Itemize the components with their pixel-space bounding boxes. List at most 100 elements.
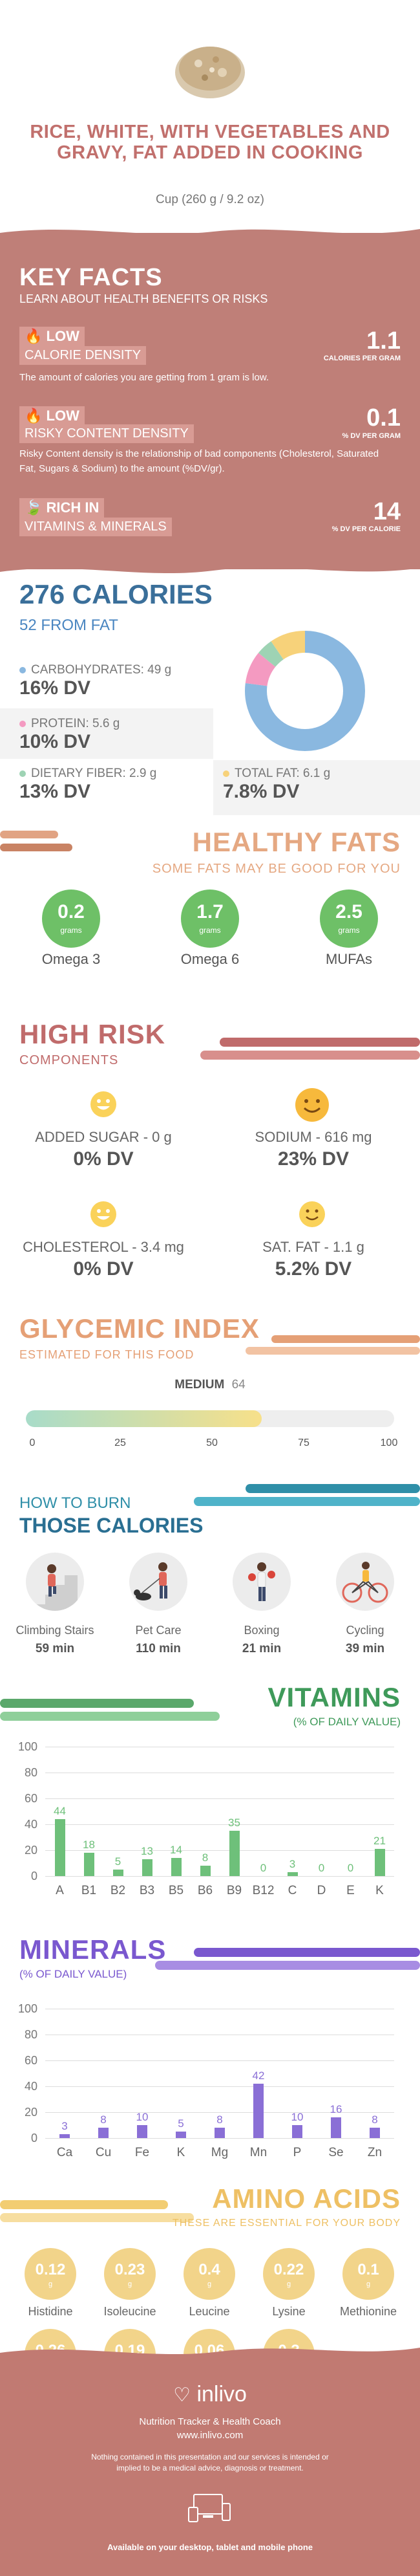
vitamin-category-e: E <box>346 1884 355 1897</box>
amino-bubble-lysine: 0.22 g <box>263 2248 315 2300</box>
vitamins-subtitle: (% OF DAILY VALUE) <box>293 1716 401 1728</box>
vitamins-decor-left <box>0 1699 220 1721</box>
footer-available: Available on your desktop, tablet and mo… <box>107 2542 313 2552</box>
protein-dot <box>19 720 26 727</box>
vitamins-rich-value: 14 <box>373 498 401 525</box>
cycling-label: Cycling <box>346 1624 384 1637</box>
omega6-bubble: 1.7 grams <box>181 890 239 948</box>
vitamins-bar-chart: 0 20 40 60 80 100 44 A 18 B1 5 B2 13 B3 14 B5 8 B6 35 B9 0 B1… <box>0 1740 420 1908</box>
mineral-value-mn: 42 <box>252 2069 265 2082</box>
mineral-gridline <box>45 2112 394 2113</box>
devices-icon <box>188 2494 231 2522</box>
footer-site[interactable]: www.inlivo.com <box>176 2430 244 2441</box>
vitamin-gridline <box>45 1798 394 1799</box>
cholesterol-label: CHOLESTEROL - 3.4 mg <box>23 1239 184 1255</box>
fat-dot <box>223 770 229 777</box>
vitamin-value-e: 0 <box>347 1862 354 1874</box>
risky-density-unit: % DV PER GRAM <box>342 432 401 440</box>
footer-disclaimer: Nothing contained in this presentation a… <box>91 2452 329 2472</box>
cyclist-icon <box>336 1553 394 1611</box>
mineral-category-k: K <box>176 2146 185 2159</box>
vitamin-bar-c <box>287 1872 298 1876</box>
footer-brand: ♡ inlivo <box>173 2382 247 2407</box>
mineral-value-p: 10 <box>291 2111 304 2123</box>
dog-walker-icon <box>129 1553 187 1611</box>
vitamin-category-b9: B9 <box>226 1884 242 1897</box>
vitamin-ytick: 20 <box>24 1844 37 1857</box>
omega6-label: Omega 6 <box>180 951 240 967</box>
footer: ♡ inlivo Nutrition Tracker & Health Coac… <box>0 2355 420 2576</box>
omega3-label: Omega 3 <box>41 951 101 967</box>
leaf-icon: 🍃 <box>25 499 43 516</box>
calorie-density-level: 🔥 LOW <box>19 327 85 346</box>
healthy-fats-decor-left <box>0 831 72 851</box>
mineral-bar-mg <box>215 2128 225 2138</box>
key-facts-heading: KEY FACTS <box>19 264 163 291</box>
vitamin-bar-k <box>374 1849 385 1876</box>
mineral-value-cu: 8 <box>100 2113 107 2126</box>
mineral-ytick: 60 <box>24 2054 37 2067</box>
nutrient-dietary-fiber: DIETARY FIBER: 2.9 g 13% DV <box>19 767 157 802</box>
burn-title-line2: THOSE CALORIES <box>19 1514 204 1537</box>
amino-subtitle: THESE ARE ESSENTIAL FOR YOUR BODY <box>172 2218 401 2229</box>
amino-label-methionine: Methionine <box>339 2305 397 2318</box>
vitamin-ytick: 60 <box>24 1792 37 1805</box>
high-risk-title: HIGH RISK <box>19 1019 166 1049</box>
vitamin-ytick: 80 <box>24 1766 37 1779</box>
gi-tick-75: 75 <box>298 1437 310 1448</box>
vitamin-value-a: 44 <box>54 1805 66 1817</box>
mineral-ytick: 100 <box>17 2002 37 2015</box>
mineral-value-zn: 8 <box>372 2113 378 2126</box>
sodium-label: SODIUM - 616 mg <box>255 1129 372 1145</box>
vitamin-gridline <box>45 1876 394 1877</box>
minerals-subtitle: (% OF DAILY VALUE) <box>19 1968 127 1980</box>
mineral-ytick: 80 <box>24 2028 37 2041</box>
amino-decor-left <box>0 2200 194 2222</box>
sat-fat-dv: 5.2% DV <box>275 1258 352 1280</box>
mineral-bar-fe <box>137 2125 147 2138</box>
vitamin-bar-b1 <box>83 1853 94 1876</box>
vitamin-category-b1: B1 <box>81 1884 97 1897</box>
smiley-face-icon <box>294 1087 330 1123</box>
amino-bubble-histidine: 0.12 g <box>25 2248 76 2300</box>
calorie-density-value: 1.1 <box>366 327 401 355</box>
mineral-gridline <box>45 2138 394 2139</box>
vitamins-title: VITAMINS <box>268 1682 401 1712</box>
calorie-density-tag: CALORIE DENSITY <box>19 346 147 365</box>
vitamin-value-b3: 13 <box>141 1845 153 1857</box>
omega3-bubble: 0.2 grams <box>42 890 100 948</box>
high-risk-subtitle: COMPONENTS <box>19 1053 119 1067</box>
climbing-stairs-label: Climbing Stairs <box>16 1624 94 1637</box>
fire-icon: 🔥 <box>25 328 43 344</box>
risky-density-value: 0.1 <box>366 404 401 431</box>
vitamins-rich-level: 🍃 RICH IN <box>19 498 105 518</box>
glycemic-level: MEDIUM <box>174 1378 225 1392</box>
mufas-bubble: 2.5 grams <box>320 890 378 948</box>
calorie-density-unit: CALORIES PER GRAM <box>323 355 401 362</box>
gi-tick-50: 50 <box>206 1437 218 1448</box>
gi-tick-0: 0 <box>29 1437 36 1448</box>
minerals-decor-right <box>155 1948 420 1970</box>
mineral-category-p: P <box>293 2146 302 2159</box>
burn-title-line1: HOW TO BURN <box>19 1494 131 1512</box>
carbohydrates-dot <box>19 666 26 673</box>
vitamin-bar-b6 <box>200 1866 211 1876</box>
mineral-gridline <box>45 2060 394 2061</box>
mineral-bar-k <box>176 2132 186 2138</box>
risky-density-desc: Risky Content density is the relationshi… <box>19 448 379 474</box>
vitamin-value-b9: 35 <box>228 1817 240 1829</box>
glycemic-title: GLYCEMIC INDEX <box>19 1313 260 1344</box>
cycling-min: 39 min <box>345 1642 385 1655</box>
gi-tick-25: 25 <box>114 1437 126 1448</box>
burn-decor-right <box>194 1484 420 1506</box>
footer-tagline: Nutrition Tracker & Health Coach <box>139 2416 281 2427</box>
vitamin-bar-a <box>54 1819 65 1876</box>
fat-row-bg <box>213 760 420 815</box>
amino-label-histidine: Histidine <box>28 2305 73 2318</box>
vitamin-ytick: 100 <box>17 1740 37 1753</box>
glycemic-bar-fill <box>26 1410 262 1427</box>
risky-density-level: 🔥 LOW <box>19 406 85 426</box>
vitamin-gridline <box>45 1850 394 1851</box>
vitamin-category-b12: B12 <box>252 1884 275 1897</box>
amino-label-lysine: Lysine <box>272 2305 306 2318</box>
